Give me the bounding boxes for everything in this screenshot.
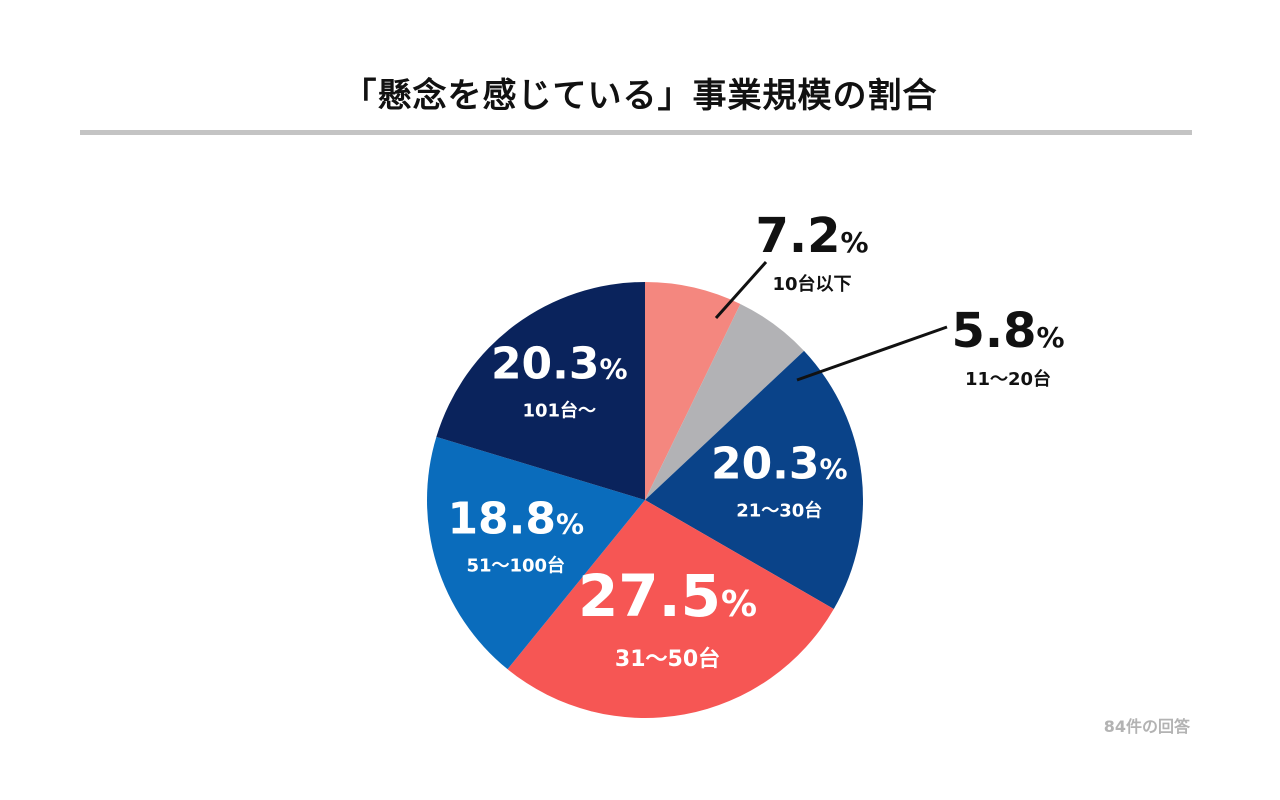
slice-category-label: 11〜20台 — [965, 368, 1051, 390]
leader-line — [796, 325, 948, 382]
pie-slice — [645, 303, 805, 500]
slice-category-label: 31〜50台 — [615, 646, 720, 672]
slice-value-label: 27.5% — [578, 562, 757, 630]
slice-category-label: 21〜30台 — [736, 500, 822, 522]
title-divider — [80, 130, 1192, 135]
slice-value-label: 18.8% — [447, 494, 584, 545]
pie-slice — [507, 500, 834, 718]
response-count-note: 84件の回答 — [1103, 717, 1190, 736]
pie-slice — [436, 282, 645, 500]
slice-category-label: 51〜100台 — [466, 555, 565, 577]
pie-slice — [645, 282, 741, 500]
pie-slice — [426, 436, 645, 670]
slice-value-label: 7.2% — [755, 208, 868, 264]
leader-line — [714, 261, 768, 319]
chart-title: 「懸念を感じている」事業規模の割合 — [342, 76, 938, 116]
slice-category-label: 10台以下 — [772, 273, 851, 295]
slice-category-label: 101台〜 — [522, 399, 596, 421]
pie-slice — [645, 350, 863, 609]
slice-value-label: 20.3% — [491, 338, 628, 389]
slice-value-label: 20.3% — [711, 439, 848, 490]
slice-value-label: 5.8% — [951, 303, 1064, 359]
